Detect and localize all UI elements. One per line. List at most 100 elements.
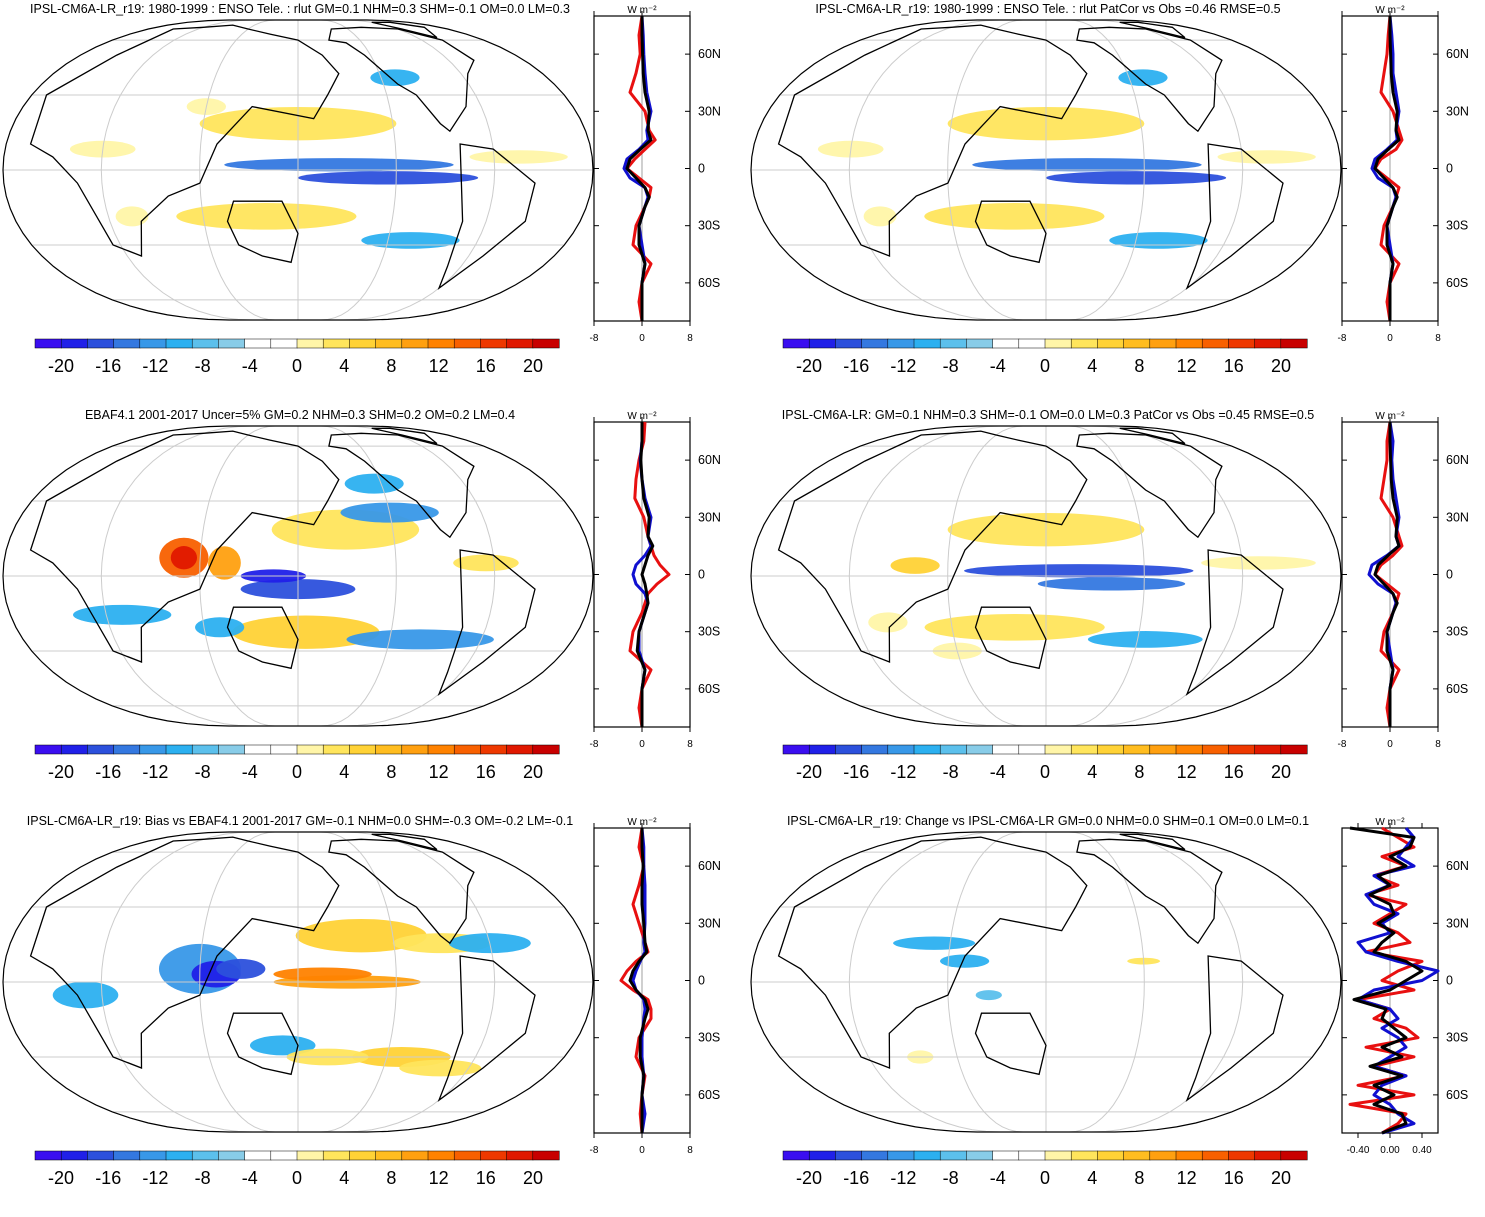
lat-tick-label: 60N bbox=[1446, 453, 1469, 467]
panel-graphics: -20 -16 -12 -8 -4 0 4 8 12 16 20 60N 30N 0 30S 60S -0.40… bbox=[750, 817, 1469, 1188]
lat-tick-label: 60S bbox=[698, 1088, 720, 1102]
units-label: W m⁻² bbox=[627, 817, 657, 828]
anomaly-shading bbox=[940, 954, 990, 968]
lat-tick-label: 60S bbox=[698, 682, 720, 696]
units-label: W m⁻² bbox=[627, 411, 657, 422]
colorbar-tick-label: 8 bbox=[386, 356, 396, 376]
colorbar-tick-label: 12 bbox=[429, 356, 449, 376]
colorbar-swatch bbox=[1201, 338, 1229, 349]
anomaly-shading bbox=[176, 203, 357, 230]
colorbar-swatch bbox=[270, 744, 298, 755]
x-tick-label: 0.00 bbox=[1380, 1145, 1400, 1156]
anomaly-shading bbox=[890, 557, 940, 574]
colorbar-tick-label: -4 bbox=[242, 1168, 258, 1188]
zonal-mean-plot: 60N 30N 0 30S 60S -8 0 8 W m⁻² bbox=[590, 5, 721, 344]
colorbar-swatch bbox=[808, 338, 836, 349]
colorbar-tick-label: 0 bbox=[1040, 1168, 1050, 1188]
colorbar-swatch bbox=[808, 1150, 836, 1161]
colorbar-swatch bbox=[349, 338, 377, 349]
colorbar-swatch bbox=[1097, 744, 1125, 755]
colorbar-swatch bbox=[401, 338, 429, 349]
colorbar-swatch bbox=[60, 744, 88, 755]
coastlines bbox=[777, 833, 1284, 1103]
x-tick-label: 8 bbox=[1435, 739, 1441, 750]
colorbar: -20 -16 -12 -8 -4 0 4 8 12 16 20 bbox=[782, 338, 1308, 376]
colorbar-tick-label: 0 bbox=[292, 1168, 302, 1188]
x-tick-label: 0 bbox=[639, 1145, 645, 1156]
x-tick-label: -8 bbox=[590, 739, 599, 750]
colorbar-swatch bbox=[1280, 338, 1308, 349]
colorbar-tick-label: 12 bbox=[429, 1168, 449, 1188]
colorbar: -20 -16 -12 -8 -4 0 4 8 12 16 20 bbox=[34, 1150, 560, 1188]
colorbar-swatch bbox=[218, 338, 246, 349]
anomaly-shading bbox=[195, 617, 245, 638]
colorbar-swatch bbox=[808, 744, 836, 755]
colorbar-swatch bbox=[453, 744, 481, 755]
panel-6: IPSL-CM6A-LR_r19: Change vs IPSL-CM6A-LR… bbox=[748, 812, 1485, 1217]
colorbar-swatch bbox=[992, 338, 1020, 349]
x-tick-label: 8 bbox=[687, 739, 693, 750]
anomaly-shading bbox=[1217, 150, 1316, 164]
colorbar-tick-label: -16 bbox=[843, 356, 869, 376]
colorbar-swatch bbox=[1175, 1150, 1203, 1161]
colorbar-tick-label: -20 bbox=[796, 762, 822, 782]
lat-tick-label: 60N bbox=[1446, 859, 1469, 873]
anomaly-shading bbox=[1109, 232, 1208, 249]
colorbar-swatch bbox=[296, 744, 324, 755]
colorbar-swatch bbox=[913, 338, 941, 349]
x-tick-label: 0 bbox=[639, 739, 645, 750]
colorbar-swatch bbox=[60, 1150, 88, 1161]
colorbar-tick-label: 20 bbox=[1271, 1168, 1291, 1188]
map bbox=[3, 20, 593, 320]
colorbar-tick-label: 12 bbox=[429, 762, 449, 782]
colorbar: -20 -16 -12 -8 -4 0 4 8 12 16 20 bbox=[782, 744, 1308, 782]
x-tick-label: 8 bbox=[687, 1145, 693, 1156]
colorbar-tick-label: 8 bbox=[1134, 1168, 1144, 1188]
anomaly-shading bbox=[344, 473, 404, 494]
anomaly-shading bbox=[170, 546, 198, 570]
colorbar-swatch bbox=[427, 744, 455, 755]
anomaly-shading bbox=[370, 69, 420, 86]
panel-graphics: -20 -16 -12 -8 -4 0 4 8 12 16 20 60N 30N 0 30S 60S -8 0 8 W… bbox=[750, 411, 1469, 782]
series-line-other bbox=[635, 422, 655, 727]
anomaly-shading bbox=[972, 158, 1202, 172]
anomaly-shading bbox=[346, 629, 494, 650]
colorbar-swatch bbox=[1175, 338, 1203, 349]
anomaly-shading bbox=[1087, 631, 1203, 648]
colorbar-swatch bbox=[244, 744, 272, 755]
colorbar-swatch bbox=[113, 744, 141, 755]
anomaly-shading bbox=[273, 967, 372, 981]
panel-title: IPSL-CM6A-LR_r19: 1980-1999 : ENSO Tele.… bbox=[30, 2, 570, 16]
lat-tick-label: 30N bbox=[698, 104, 721, 118]
anomaly-shading bbox=[1118, 69, 1168, 86]
colorbar-tick-label: 12 bbox=[1177, 356, 1197, 376]
zonal-mean-plot: 60N 30N 0 30S 60S -0.40 0.00 0.40 W m⁻² bbox=[1341, 817, 1469, 1156]
colorbar-swatch bbox=[113, 1150, 141, 1161]
colorbar-swatch bbox=[782, 744, 810, 755]
panel-1: IPSL-CM6A-LR_r19: 1980-1999 : ENSO Tele.… bbox=[0, 0, 742, 405]
colorbar-swatch bbox=[349, 1150, 377, 1161]
colorbar-swatch bbox=[165, 1150, 193, 1161]
x-tick-label: 0 bbox=[1387, 333, 1393, 344]
lat-tick-label: 30S bbox=[698, 219, 720, 233]
series-line-other bbox=[1373, 422, 1401, 727]
x-tick-label: -8 bbox=[590, 1145, 599, 1156]
colorbar-swatch bbox=[401, 1150, 429, 1161]
colorbar-swatch bbox=[165, 338, 193, 349]
colorbar-swatch bbox=[1044, 338, 1072, 349]
colorbar-swatch bbox=[375, 744, 403, 755]
colorbar-tick-label: 8 bbox=[1134, 356, 1144, 376]
colorbar-swatch bbox=[1254, 1150, 1282, 1161]
panel-graphics: -20 -16 -12 -8 -4 0 4 8 12 16 20 60N 30N 0 30S 60S -8 0 8 W… bbox=[2, 5, 721, 376]
colorbar-swatch bbox=[835, 338, 863, 349]
units-label: W m⁻² bbox=[1375, 5, 1405, 16]
colorbar-swatch bbox=[992, 744, 1020, 755]
panel-title: IPSL-CM6A-LR_r19: Bias vs EBAF4.1 2001-2… bbox=[26, 814, 574, 828]
lat-tick-label: 0 bbox=[698, 974, 705, 988]
units-label: W m⁻² bbox=[627, 5, 657, 16]
colorbar-swatch bbox=[887, 744, 915, 755]
colorbar-swatch bbox=[966, 338, 994, 349]
colorbar-swatch bbox=[270, 338, 298, 349]
panel-title: IPSL-CM6A-LR_r19: Change vs IPSL-CM6A-LR… bbox=[786, 814, 1310, 828]
series-line-other bbox=[625, 16, 653, 321]
